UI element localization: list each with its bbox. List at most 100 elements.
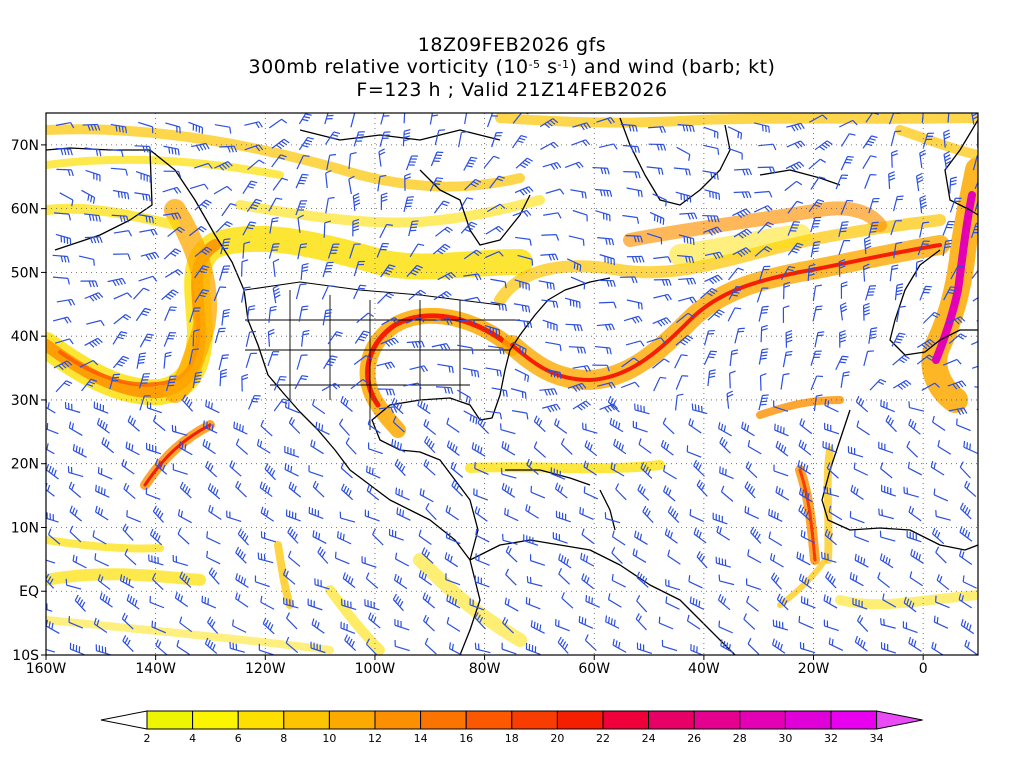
wind-barb xyxy=(597,237,615,246)
lat-label: EQ xyxy=(19,584,39,600)
wind-barb xyxy=(561,592,574,609)
wind-barb xyxy=(891,149,898,168)
wind-barb xyxy=(287,550,301,567)
wind-barb xyxy=(134,145,152,153)
wind-barb xyxy=(942,358,962,366)
wind-barb xyxy=(450,461,464,478)
wind-barb xyxy=(202,420,218,434)
wind-barb xyxy=(403,196,414,213)
wind-barb xyxy=(942,239,953,257)
lat-label: 50N xyxy=(11,265,39,281)
wind-barb xyxy=(123,482,136,500)
wind-barb xyxy=(491,387,508,397)
wind-barb xyxy=(193,162,213,169)
wind-barb xyxy=(906,530,922,543)
wind-barb xyxy=(592,166,610,175)
wind-barb xyxy=(93,617,108,634)
wind-barb xyxy=(68,421,83,436)
colorbar-label: 6 xyxy=(235,732,242,745)
wind-barb xyxy=(272,177,289,191)
wind-barb xyxy=(314,578,330,590)
wind-barb xyxy=(622,144,640,153)
wind-barb xyxy=(356,312,374,324)
wind-barb xyxy=(625,235,643,243)
wind-barb xyxy=(853,462,869,476)
wind-barb xyxy=(446,417,460,433)
wind-barb xyxy=(679,212,698,220)
wind-barb xyxy=(92,530,107,545)
wind-barb xyxy=(409,365,429,373)
wind-barb xyxy=(949,197,962,213)
wind-barb xyxy=(67,466,84,478)
wind-barb xyxy=(660,439,674,456)
wind-barb xyxy=(564,297,581,309)
wind-barb xyxy=(122,635,134,653)
wind-barb xyxy=(611,546,623,564)
wind-barb xyxy=(773,464,789,477)
wind-barb xyxy=(242,241,251,259)
wind-barb xyxy=(46,443,55,455)
wind-barb xyxy=(634,530,648,545)
wind-barb xyxy=(312,398,326,415)
wind-barb xyxy=(295,200,308,216)
wind-barb xyxy=(702,170,719,180)
wind-barb xyxy=(317,546,329,564)
wind-barb xyxy=(500,423,516,435)
wind-barb xyxy=(380,264,396,278)
wind-barb xyxy=(46,648,56,653)
wind-barb xyxy=(308,465,324,477)
wind-barb xyxy=(849,511,865,524)
wind-barb xyxy=(394,552,410,567)
wind-barb xyxy=(840,199,854,215)
colorbar-label: 10 xyxy=(322,732,336,745)
wind-barb xyxy=(632,420,648,433)
wind-barb xyxy=(214,124,232,134)
wind-barb xyxy=(272,258,280,277)
wind-barb xyxy=(138,121,154,134)
wind-barb xyxy=(661,639,678,652)
wind-barb xyxy=(463,273,482,281)
wind-barb xyxy=(948,407,968,415)
title-line-2-mid: s xyxy=(540,56,558,78)
wind-barb xyxy=(745,461,758,479)
wind-barb xyxy=(584,440,598,457)
wind-barb xyxy=(260,595,275,610)
lon-label: 120W xyxy=(245,661,286,677)
wind-barb xyxy=(703,350,718,365)
wind-barb xyxy=(163,145,180,156)
wind-barb xyxy=(405,155,418,171)
wind-barb xyxy=(153,415,166,432)
wind-barb xyxy=(758,143,777,151)
wind-barb xyxy=(431,343,451,351)
colorbar-label: 4 xyxy=(189,732,196,745)
wind-barb xyxy=(99,592,113,608)
wind-barb xyxy=(675,335,694,346)
wind-barb xyxy=(838,221,849,238)
wind-barb xyxy=(172,554,188,567)
wind-barb xyxy=(242,180,258,195)
wind-barb xyxy=(720,485,734,502)
wind-barb xyxy=(667,505,680,524)
wind-barb xyxy=(138,275,158,282)
wind-barb xyxy=(364,509,380,522)
wind-barb xyxy=(526,458,539,475)
wind-barb xyxy=(810,216,822,233)
wind-barb xyxy=(786,122,805,132)
wind-barb xyxy=(583,486,599,500)
wind-barb xyxy=(72,444,87,458)
wind-barb xyxy=(515,157,533,169)
wind-barb xyxy=(149,595,165,609)
wind-barb xyxy=(623,315,643,324)
wind-barb xyxy=(611,530,626,546)
wind-barb xyxy=(112,189,130,200)
wind-barb xyxy=(464,113,468,125)
wind-barb xyxy=(718,620,733,634)
wind-barb xyxy=(214,327,226,344)
wind-barb xyxy=(372,528,384,546)
colorbar-segment xyxy=(648,710,695,730)
wind-barb xyxy=(646,232,663,245)
wind-barb xyxy=(107,277,127,287)
wind-barb xyxy=(856,614,869,632)
wind-barb xyxy=(353,131,365,147)
wind-barb xyxy=(863,350,874,367)
